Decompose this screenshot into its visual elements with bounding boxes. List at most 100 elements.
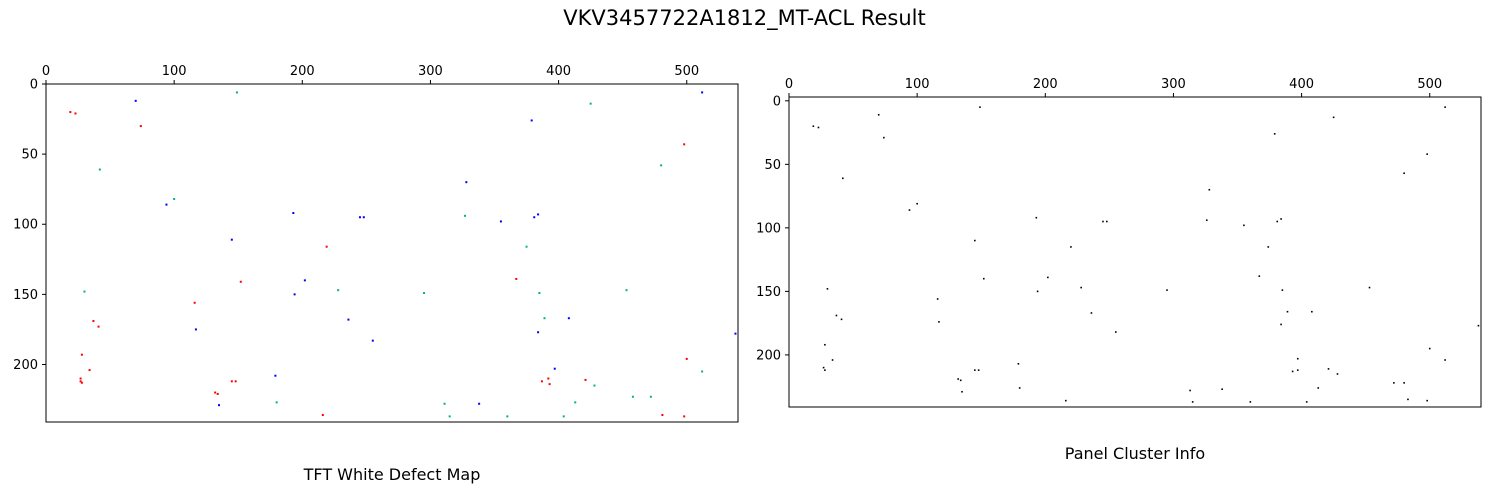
defect-point (1106, 220, 1108, 223)
defect-point (540, 380, 543, 383)
figure-title: VKV3457722A1812_MT-ACL Result (563, 6, 926, 30)
defect-point (961, 390, 963, 393)
defect-point (1444, 106, 1446, 108)
y-tick-label: 100 (756, 221, 781, 236)
defect-point (173, 198, 176, 201)
defect-point (1102, 220, 1104, 223)
x-tick-label: 200 (1033, 77, 1058, 92)
defect-point (1017, 363, 1020, 365)
defect-point (134, 99, 137, 102)
defect-point (464, 214, 467, 217)
defect-point (293, 293, 296, 296)
defect-point (1368, 286, 1371, 289)
defect-point (974, 239, 976, 242)
defect-point (230, 380, 233, 383)
defect-point (1280, 218, 1282, 220)
defect-point (831, 359, 834, 361)
defect-point (1166, 289, 1168, 291)
defect-point (1403, 382, 1405, 384)
defect-point (835, 314, 838, 317)
defect-point (1273, 133, 1276, 135)
defect-point (506, 415, 509, 418)
defect-point (979, 106, 981, 108)
defect-point (1114, 331, 1117, 333)
defect-point (1065, 399, 1067, 402)
defect-point (533, 216, 536, 219)
defect-point (1035, 216, 1038, 219)
defect-point (877, 113, 880, 116)
defect-point (842, 177, 844, 180)
plot-frame (45, 83, 739, 423)
defect-point (824, 343, 826, 346)
defect-point (1036, 290, 1039, 293)
defect-point (683, 143, 686, 146)
y-tick-label: 200 (756, 348, 781, 363)
defect-point (80, 353, 83, 356)
defect-point (908, 209, 911, 211)
defect-point (1208, 188, 1211, 191)
defect-point (98, 168, 101, 171)
defect-point (1221, 388, 1223, 391)
defect-point (1189, 389, 1191, 392)
defect-point (80, 381, 83, 384)
defect-point (530, 119, 533, 122)
defect-point (230, 238, 233, 241)
defect-point (88, 369, 91, 372)
defect-point (537, 331, 540, 334)
y-tick-label: 0 (773, 94, 781, 109)
defect-point (325, 245, 328, 248)
defect-point (1477, 324, 1480, 327)
y-tick-label: 50 (21, 148, 38, 163)
defect-point (1296, 357, 1299, 360)
defect-point (194, 328, 197, 331)
defect-point (977, 369, 980, 371)
defect-point (957, 378, 959, 380)
defect-point (1426, 153, 1428, 155)
defect-point (817, 126, 820, 129)
defect-point (275, 401, 278, 404)
defect-point (362, 216, 365, 219)
y-tick-label: 0 (30, 78, 38, 93)
x-tick-label: 500 (1417, 77, 1442, 92)
x-tick-label: 400 (546, 64, 571, 79)
defect-point (584, 378, 587, 381)
defect-point (685, 357, 688, 360)
defect-point (74, 112, 77, 115)
defect-point (525, 245, 528, 248)
defect-point (826, 288, 829, 290)
defect-point (337, 289, 340, 292)
x-tick-label: 300 (418, 64, 443, 79)
defect-point (1291, 370, 1294, 373)
defect-point (916, 202, 918, 205)
defect-point (1286, 310, 1289, 313)
defect-point (347, 318, 350, 321)
defect-point (1327, 368, 1330, 370)
defect-point (824, 369, 826, 371)
defect-point (1281, 289, 1284, 291)
defect-point (1311, 310, 1313, 313)
defect-point (1336, 373, 1339, 375)
defect-point (701, 91, 704, 94)
defect-point (553, 367, 556, 370)
defect-point (1426, 399, 1428, 402)
defect-point (1428, 347, 1431, 350)
x-tick-label: 400 (1289, 77, 1314, 92)
defect-point (443, 402, 446, 405)
defect-point (701, 370, 704, 373)
defect-point (448, 415, 451, 418)
defect-point (235, 91, 238, 94)
defect-point (83, 290, 86, 293)
y-tick-label: 200 (13, 358, 38, 373)
defect-point (478, 402, 481, 405)
defect-point (1280, 323, 1282, 326)
defect-point (1249, 401, 1252, 403)
defect-point (92, 320, 95, 323)
defect-point (214, 391, 217, 394)
defect-point (938, 321, 940, 323)
defect-point (1205, 219, 1208, 222)
defect-point (936, 298, 939, 300)
defect-point (567, 317, 570, 320)
defect-point (423, 291, 426, 294)
defect-point (683, 415, 686, 418)
x-tick-label: 0 (785, 77, 793, 92)
